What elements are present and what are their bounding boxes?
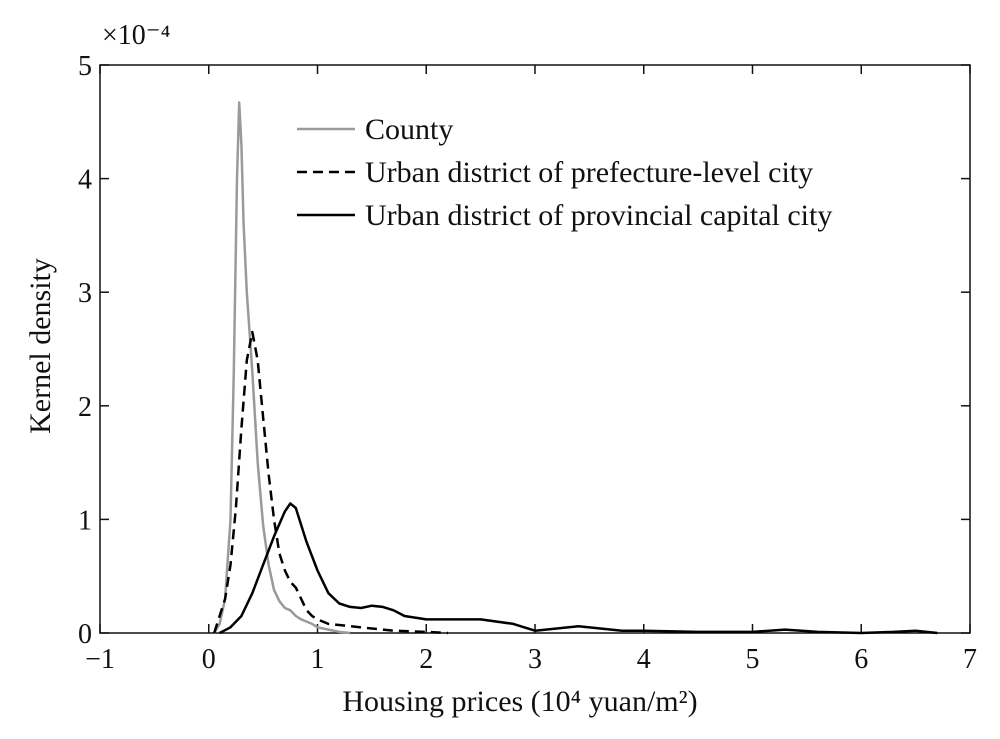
legend-label-1: County (365, 113, 453, 146)
x-tick-label: 6 (854, 644, 868, 675)
x-tick-label: 7 (963, 644, 977, 675)
x-tick-label: −1 (85, 644, 115, 675)
x-tick-label: 2 (419, 644, 433, 675)
legend-label-2: Urban district of prefecture-level city (365, 156, 813, 189)
y-tick-label: 2 (78, 392, 92, 423)
y-tick-label: 3 (78, 278, 92, 309)
series-line-3 (219, 502, 938, 635)
series-line-2 (213, 330, 449, 635)
x-tick-label: 3 (528, 644, 542, 675)
y-axis-multiplier: ×10⁻⁴ (102, 20, 170, 51)
y-tick-label: 5 (78, 51, 92, 82)
series-line-1 (213, 101, 351, 635)
y-tick-label: 1 (78, 505, 92, 536)
y-axis-label: Kernel density (24, 258, 57, 434)
y-tick-label: 0 (78, 619, 92, 650)
x-tick-label: 5 (746, 644, 760, 675)
plot-frame (99, 64, 971, 634)
y-tick-label: 4 (78, 165, 92, 196)
x-tick-label: 1 (311, 644, 325, 675)
legend-label-3: Urban district of provincial capital cit… (365, 199, 832, 232)
x-axis-label: Housing prices (10⁴ yuan/m²) (342, 685, 697, 718)
x-tick-label: 4 (637, 644, 651, 675)
x-tick-label: 0 (202, 644, 216, 675)
